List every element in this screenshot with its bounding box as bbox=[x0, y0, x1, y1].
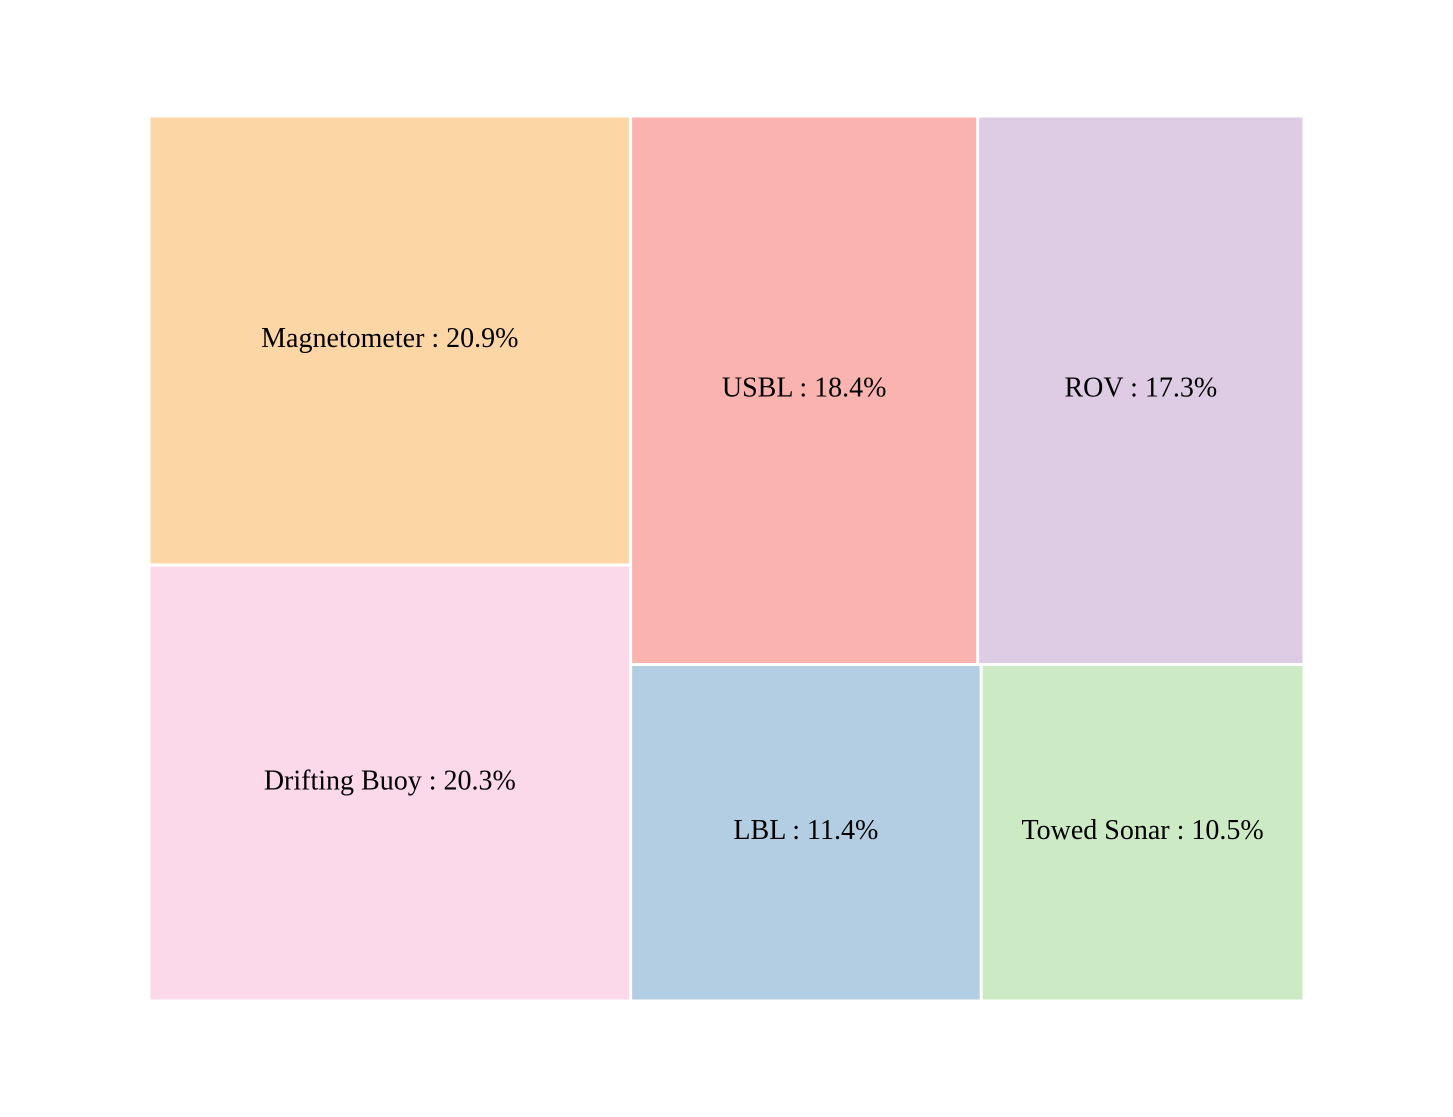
tile-rect-towed-sonar bbox=[982, 666, 1303, 1000]
tile-lbl: LBL : 11.4% bbox=[632, 666, 980, 1000]
tile-label-usbl: USBL : 18.4% bbox=[722, 373, 887, 404]
tile-rect-lbl bbox=[632, 666, 980, 1000]
tile-label-rov: ROV : 17.3% bbox=[1064, 373, 1217, 404]
tile-towed-sonar: Towed Sonar : 10.5% bbox=[982, 666, 1303, 1000]
tile-label-magnetometer: Magnetometer : 20.9% bbox=[261, 323, 518, 354]
tile-rect-drifting-buoy bbox=[150, 566, 630, 1000]
tile-rov: ROV : 17.3% bbox=[979, 117, 1303, 664]
tile-rect-magnetometer bbox=[150, 117, 630, 564]
tile-label-lbl: LBL : 11.4% bbox=[733, 815, 878, 846]
tile-magnetometer: Magnetometer : 20.9% bbox=[150, 117, 630, 564]
tile-rect-usbl bbox=[632, 117, 977, 664]
tile-label-drifting-buoy: Drifting Buoy : 20.3% bbox=[264, 765, 516, 796]
tile-rect-rov bbox=[979, 117, 1303, 664]
tile-drifting-buoy: Drifting Buoy : 20.3% bbox=[150, 566, 630, 1000]
tile-usbl: USBL : 18.4% bbox=[632, 117, 977, 664]
tile-label-towed-sonar: Towed Sonar : 10.5% bbox=[1021, 815, 1263, 846]
